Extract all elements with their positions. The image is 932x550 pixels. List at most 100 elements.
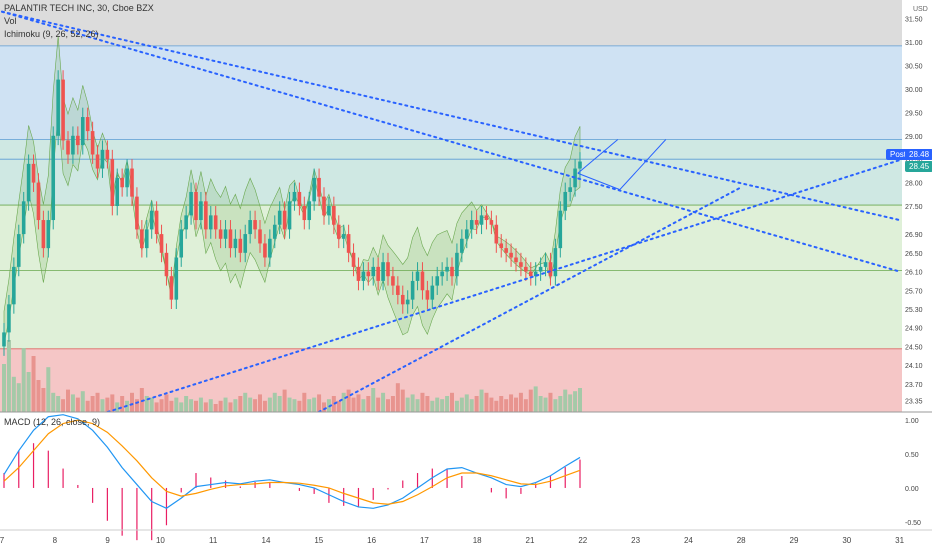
volume-bar [356,394,361,412]
volume-bar [26,372,31,412]
price-axis-bg [902,0,932,530]
candle-body [474,220,479,225]
candle-body [36,182,41,221]
volume-bar [31,356,36,412]
volume-bar [523,399,528,412]
candle-body [56,79,60,136]
candle-body [21,201,26,235]
candle-body [12,266,16,305]
candle-body [327,206,331,216]
volume-bar [499,396,504,412]
volume-bar [489,397,494,412]
volume-bar [21,348,26,412]
time-tick-label: 9 [105,536,110,545]
volume-bar [494,400,499,412]
candle-body [258,229,262,244]
candle-body [277,210,282,225]
volume-bar [464,394,469,412]
macd-tick-label: -0.50 [905,520,921,527]
candle-body [26,163,31,202]
volume-bar [130,392,134,412]
volume-bar [110,394,115,412]
macd-label[interactable]: MACD (12, 26, close, 9) [4,417,101,427]
symbol-title: PALANTIR TECH INC, 30, Cboe BZX [4,3,154,13]
volume-bar [90,396,95,412]
candle-body [322,196,326,216]
volume-bar [100,399,105,412]
candle-body [120,177,124,188]
volume-bar [203,402,208,412]
trendline-3 [317,186,743,413]
volume-bar [169,400,174,412]
candle-body [248,220,252,235]
candle-body [41,220,46,249]
candle-body [292,191,297,202]
candle-body [381,262,385,281]
volume-bar [80,391,85,412]
volume-bar [262,400,267,412]
candle-body [184,215,188,230]
price-tick-label: 30.50 [905,64,923,71]
volume-bar [292,399,297,412]
candle-body [307,201,312,221]
volume-bar [420,392,425,412]
candle-body [548,262,553,277]
volume-bar [578,388,582,412]
volume-bar [46,367,51,412]
volume-bar [518,392,523,412]
ichimoku-label[interactable]: Ichimoku (9, 26, 52, 26) [4,29,99,39]
candle-body [90,131,95,155]
time-tick-label: 15 [314,536,323,545]
price-tick-label: 24.50 [905,344,923,351]
candle-body [420,271,425,291]
candle-body [297,191,302,206]
candle-body [376,266,380,281]
price-tick-label: 25.70 [905,288,923,295]
candle-body [346,234,351,253]
projection-arrow [577,139,619,174]
volume-bar [16,383,21,412]
candle-body [302,206,307,221]
macd-pane-bg [0,412,902,530]
candle-body [524,266,528,272]
candle-body [528,271,533,277]
candle-body [208,215,213,230]
candle-body [154,210,159,235]
candle-body [351,252,356,267]
volume-bar [248,397,253,412]
volume-bar [144,396,149,412]
volume-bar [277,396,282,412]
volume-bar [218,400,223,412]
candle-body [66,140,70,155]
candle-body [578,161,582,169]
post-badge: Post [886,149,911,160]
volume-bar [573,391,578,412]
time-tick-label: 14 [262,536,271,545]
candle-body [140,229,144,249]
volume-bar [149,397,154,412]
candle-body [179,229,184,258]
price-tick-label: 27.50 [905,204,923,211]
candle-body [204,201,208,230]
volume-label[interactable]: Vol [4,16,17,26]
volume-bar [115,402,120,412]
price-tick-label: 23.70 [905,382,923,389]
candle-body [400,294,405,305]
zone-0 [0,45,902,140]
candle-body [76,135,80,146]
candle-body [80,117,85,146]
time-tick-label: 21 [526,536,535,545]
candle-body [341,234,346,239]
price-tick-label: 26.90 [905,232,923,239]
candle-body [450,266,454,277]
volume-bar [435,397,440,412]
time-tick-label: 29 [790,536,799,545]
candle-body [130,168,134,197]
candle-body [504,248,508,253]
volume-bar [415,399,420,412]
candle-body [410,280,415,300]
time-tick-label: 28 [737,536,746,545]
volume-bar [51,392,56,412]
volume-bar [553,399,558,412]
